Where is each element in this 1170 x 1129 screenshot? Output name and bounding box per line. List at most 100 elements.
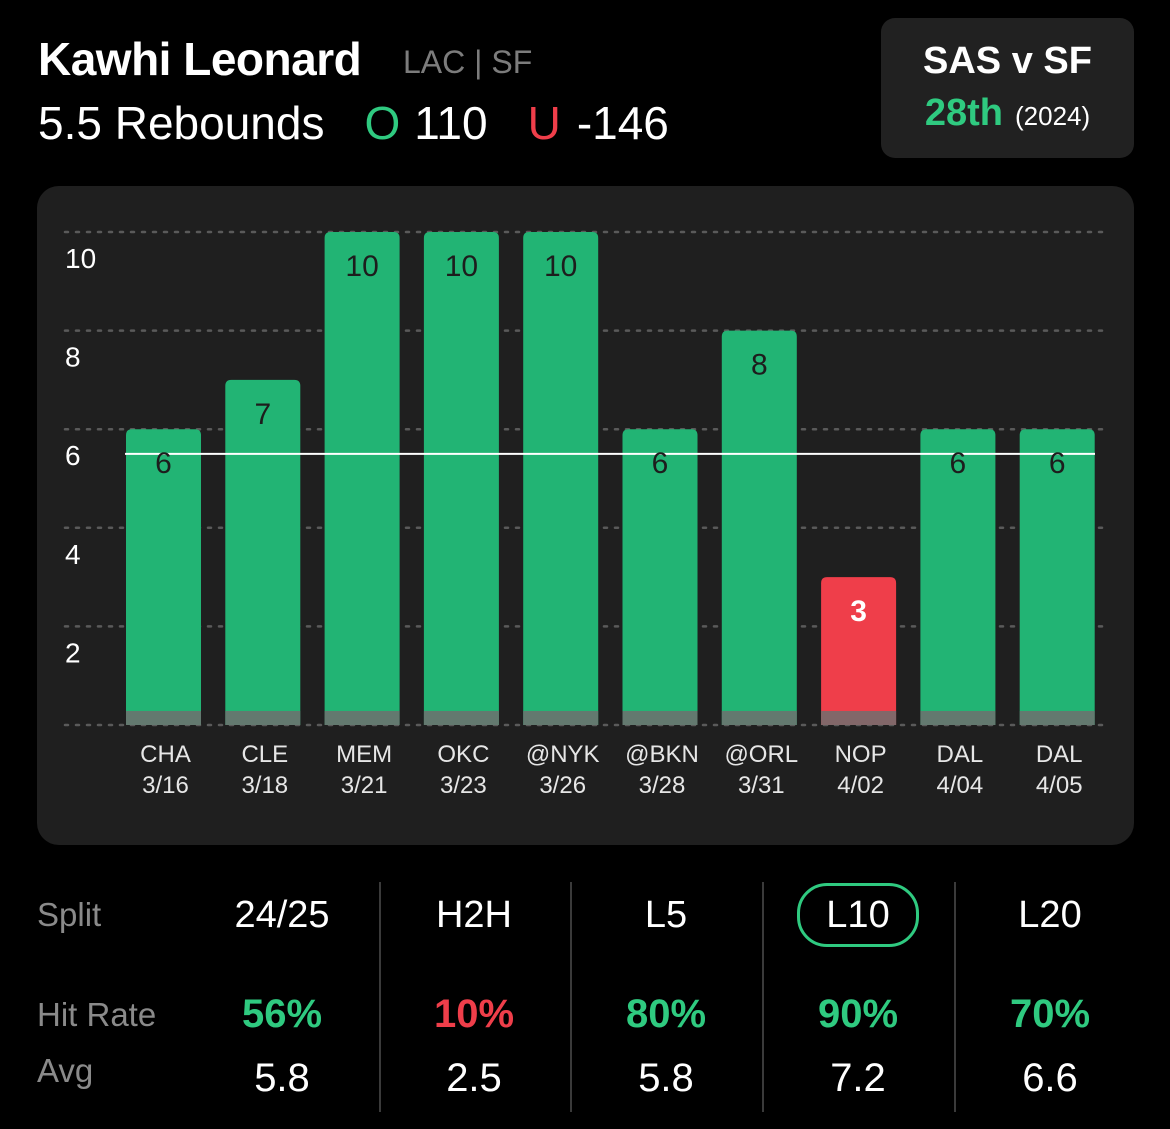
- x-category-label: @ORL: [724, 741, 798, 768]
- avg-value: 5.8: [638, 1056, 694, 1100]
- x-category-label: NOP: [835, 741, 887, 768]
- y-tick-label: 2: [65, 637, 81, 668]
- column-divider: [379, 882, 381, 1112]
- split-tab-2425[interactable]: 24/25: [234, 894, 330, 936]
- bar-value-label: 3: [850, 595, 867, 628]
- bar[interactable]: [721, 330, 797, 725]
- x-date-label: 3/16: [142, 772, 189, 799]
- bar[interactable]: [324, 232, 400, 725]
- over-odds[interactable]: 110: [414, 97, 488, 149]
- bar-7[interactable]: [721, 330, 797, 725]
- bar-base: [1019, 711, 1095, 725]
- under-label: U: [527, 97, 561, 149]
- bar-4[interactable]: [423, 232, 499, 725]
- x-date-label: 3/23: [440, 772, 487, 799]
- x-category-label: CHA: [140, 741, 191, 768]
- x-category-label: OKC: [437, 741, 489, 768]
- bar[interactable]: [1019, 429, 1095, 725]
- prop-line: 5.5 Rebounds O 110 U -146: [38, 96, 669, 150]
- bar-9[interactable]: [920, 429, 996, 725]
- hit-rate-value: 56%: [241, 992, 323, 1036]
- y-tick-label: 6: [65, 440, 81, 471]
- column-divider: [954, 882, 956, 1112]
- bar[interactable]: [225, 379, 301, 725]
- hit-rate-value: 90%: [817, 992, 899, 1036]
- matchup-rank-row: 28th (2024): [881, 92, 1134, 135]
- x-category-label: @NYK: [526, 741, 600, 768]
- avg-value: 2.5: [446, 1056, 502, 1100]
- bar-1[interactable]: [126, 429, 201, 725]
- bar-base: [622, 711, 698, 725]
- under-odds[interactable]: -146: [576, 97, 669, 149]
- y-tick-label: 8: [65, 342, 81, 373]
- x-category-label: DAL: [1036, 741, 1083, 768]
- hit-rate-value: 10%: [433, 992, 515, 1036]
- x-date-label: 4/02: [837, 772, 884, 799]
- bar-base: [721, 711, 797, 725]
- x-date-label: 4/04: [937, 772, 984, 799]
- team-tag: LAC | SF: [403, 44, 533, 80]
- split-tab-l20[interactable]: L20: [1018, 894, 1082, 936]
- hit-rate-value: 70%: [1009, 992, 1091, 1036]
- prop-line-label: 5.5 Rebounds: [38, 97, 325, 149]
- bar-6[interactable]: [622, 429, 698, 725]
- bar-value-label: 8: [751, 349, 768, 382]
- bar-value-label: 10: [345, 250, 378, 283]
- splits-table: Split Hit Rate Avg 24/25 56% 5.8 H2H 10% 2.5 L…: [0, 880, 1170, 1129]
- bar-10[interactable]: [1019, 429, 1095, 725]
- x-category-label: MEM: [336, 741, 392, 768]
- player-name[interactable]: Kawhi Leonard: [38, 33, 362, 85]
- matchup-year: (2024): [1014, 101, 1091, 131]
- avg-value: 7.2: [830, 1056, 886, 1100]
- x-date-label: 3/26: [539, 772, 586, 799]
- x-date-label: 3/28: [639, 772, 686, 799]
- bar-value-label: 6: [1049, 447, 1066, 480]
- y-tick-label: 10: [65, 243, 96, 274]
- hit-rate-value: 80%: [625, 992, 707, 1036]
- bar[interactable]: [126, 429, 201, 725]
- bar-value-label: 6: [950, 447, 967, 480]
- x-date-label: 4/05: [1036, 772, 1083, 799]
- x-date-label: 3/18: [241, 772, 288, 799]
- bar-base: [324, 711, 400, 725]
- bar-value-label: 7: [254, 398, 271, 431]
- bar-2[interactable]: [225, 379, 301, 725]
- rebounds-bar-chart: 2 4 6 8 10 6 CHA 3/16 7 CLE 3/18 10 MEM 3/21 10 OKC 3/23…: [63, 230, 1104, 799]
- column-divider: [762, 882, 764, 1112]
- bar-base: [523, 711, 599, 725]
- x-category-label: @BKN: [625, 741, 699, 768]
- bar-8[interactable]: [821, 577, 897, 725]
- avg-value: 6.6: [1022, 1056, 1078, 1100]
- split-tab-l10[interactable]: L10: [797, 883, 919, 947]
- row-label-hit-rate: Hit Rate: [37, 996, 157, 1033]
- matchup-rank: 28th: [924, 92, 1003, 134]
- x-date-label: 3/21: [341, 772, 388, 799]
- bar[interactable]: [423, 232, 499, 725]
- matchup-title: SAS v SF: [923, 40, 1092, 82]
- split-tab-h2h[interactable]: H2H: [435, 894, 513, 936]
- bar-base: [423, 711, 499, 725]
- bar-value-label: 6: [155, 447, 172, 480]
- bar-base: [126, 711, 201, 725]
- bar-value-label: 6: [652, 447, 669, 480]
- bar[interactable]: [523, 232, 599, 725]
- bar[interactable]: [920, 429, 996, 725]
- x-date-label: 3/31: [738, 772, 785, 799]
- bar-5[interactable]: [523, 232, 599, 725]
- bar-base: [225, 711, 301, 725]
- avg-value: 5.8: [254, 1056, 310, 1100]
- bar-value-label: 10: [544, 250, 577, 283]
- bar-value-label: 10: [445, 250, 478, 283]
- bar-base: [821, 711, 897, 725]
- matchup-box[interactable]: SAS v SF 28th (2024): [881, 18, 1134, 158]
- x-category-label: DAL: [937, 741, 984, 768]
- bar[interactable]: [622, 429, 698, 725]
- x-category-label: CLE: [241, 741, 288, 768]
- chart-panel: 2 4 6 8 10 6 CHA 3/16 7 CLE 3/18 10 MEM 3/21 10 OKC 3/23…: [37, 186, 1134, 845]
- over-label: O: [364, 97, 401, 149]
- bar-3[interactable]: [324, 232, 400, 725]
- y-tick-label: 4: [65, 539, 81, 570]
- split-tab-l5[interactable]: L5: [644, 894, 688, 936]
- row-label-split: Split: [37, 896, 102, 933]
- bar[interactable]: [821, 577, 897, 725]
